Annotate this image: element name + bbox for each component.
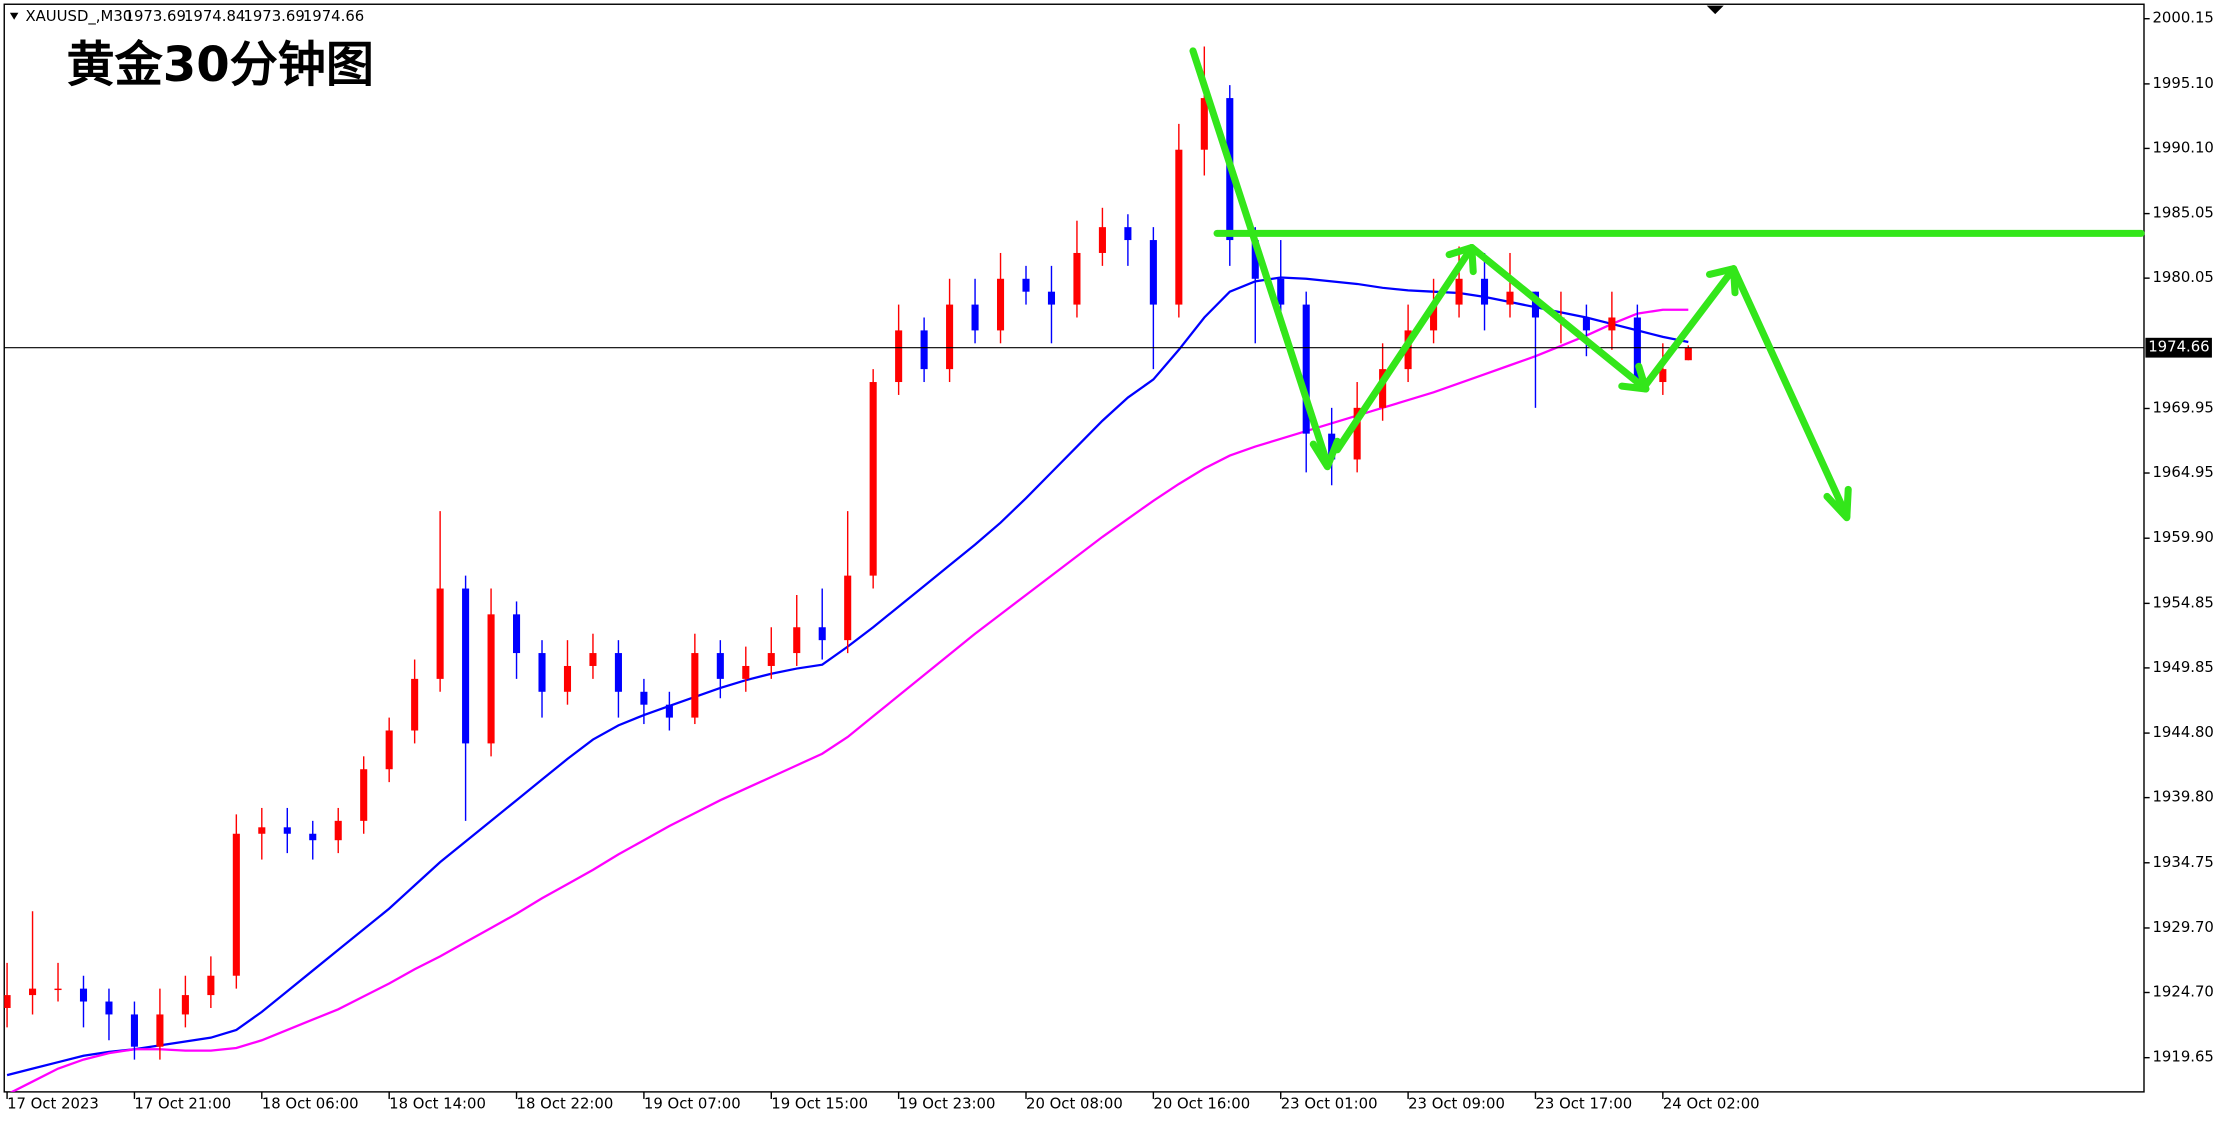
x-tick-label: 17 Oct 21:00 [134, 1095, 231, 1113]
candle-body [386, 731, 393, 770]
plot-frame [4, 4, 2144, 1092]
candle-body [360, 769, 367, 821]
x-tick-label: 24 Oct 02:00 [1663, 1095, 1760, 1113]
candle-body [488, 614, 495, 743]
y-tick-label: 1995.10 [2152, 74, 2213, 92]
y-tick-label: 1944.80 [2152, 723, 2213, 741]
candle-body [972, 305, 979, 331]
y-tick-label: 1924.70 [2152, 983, 2213, 1001]
symbol: XAUUSD_,M30 [25, 7, 132, 25]
candle-body [564, 666, 571, 692]
candle-body [105, 1002, 112, 1015]
y-tick-label: 1954.85 [2152, 593, 2213, 611]
ohlc-low: 1973.69 [243, 7, 304, 25]
y-tick-label: 2000.15 [2152, 9, 2213, 27]
candle-body [29, 989, 36, 995]
x-tick-label: 23 Oct 09:00 [1408, 1095, 1505, 1113]
x-tick-label: 19 Oct 15:00 [771, 1095, 868, 1113]
candle-body [895, 330, 902, 382]
x-tick-label: 18 Oct 22:00 [517, 1095, 614, 1113]
candle-body [666, 705, 673, 718]
header: XAUUSD_,M30 1973.69 1974.84 1973.69 1974… [10, 7, 364, 25]
candle-body [335, 821, 342, 840]
x-tick-label: 23 Oct 17:00 [1535, 1095, 1632, 1113]
candle-body [54, 989, 61, 990]
y-tick-label: 1959.90 [2152, 528, 2213, 546]
candle-body [156, 1014, 163, 1046]
x-tick-label: 23 Oct 01:00 [1281, 1095, 1378, 1113]
candle-body [1022, 279, 1029, 292]
candle-body [309, 834, 316, 840]
candle-body [921, 330, 928, 369]
candle-body [131, 1014, 138, 1046]
candle-body [1506, 292, 1513, 305]
candle-body [997, 279, 1004, 331]
y-tick-label: 1929.70 [2152, 918, 2213, 936]
candle-body [1073, 253, 1080, 305]
candle-body [589, 653, 596, 666]
candle-body [233, 834, 240, 976]
x-tick-label: 20 Oct 08:00 [1026, 1095, 1123, 1113]
candle-body [615, 653, 622, 692]
y-tick-label: 1985.05 [2152, 204, 2213, 222]
candle-body [1099, 227, 1106, 253]
candle-body [411, 679, 418, 731]
candle-body [946, 305, 953, 370]
candle-body [717, 653, 724, 679]
candle-body [207, 976, 214, 995]
x-tick-label: 17 Oct 2023 [7, 1095, 99, 1113]
candle-body [284, 827, 291, 833]
x-tick-label: 18 Oct 06:00 [262, 1095, 359, 1113]
candle-body [462, 589, 469, 744]
y-tick-label: 1939.80 [2152, 788, 2213, 806]
y-tick-label: 1964.95 [2152, 463, 2213, 481]
candle-body [258, 827, 265, 833]
candle-body [1277, 279, 1284, 305]
candle-body [1608, 317, 1615, 330]
candle-body [437, 589, 444, 679]
candle-body [793, 627, 800, 653]
candle-body [742, 666, 749, 679]
candle-body [819, 627, 826, 640]
candle-body [640, 692, 647, 705]
candle-body [1124, 227, 1131, 240]
candle-body [691, 653, 698, 718]
candle-body [80, 989, 87, 1002]
candle-body [1456, 279, 1463, 305]
candle-body [1175, 150, 1182, 305]
x-tick-label: 20 Oct 16:00 [1153, 1095, 1250, 1113]
y-tick-label: 1934.75 [2152, 853, 2213, 871]
candle-body [768, 653, 775, 666]
candle-body [1048, 292, 1055, 305]
candle-body [1201, 98, 1208, 150]
candle-body [1150, 240, 1157, 305]
candle-body [1583, 317, 1590, 330]
chart-annotation: 黄金30分钟图 [67, 37, 374, 93]
candle-body [513, 614, 520, 653]
y-tick-label: 1969.95 [2152, 398, 2213, 416]
candle-body [1481, 279, 1488, 305]
price-label: 1974.66 [2148, 338, 2209, 356]
ohlc-close: 1974.66 [303, 7, 364, 25]
ohlc-high: 1974.84 [184, 7, 245, 25]
y-tick-label: 1980.05 [2152, 268, 2213, 286]
y-tick-label: 1919.65 [2152, 1048, 2213, 1066]
candle-body [870, 382, 877, 576]
candle-body [4, 995, 11, 1008]
ohlc-open: 1973.69 [125, 7, 186, 25]
x-tick-label: 19 Oct 07:00 [644, 1095, 741, 1113]
candle-body [844, 576, 851, 641]
y-tick-label: 1990.10 [2152, 138, 2213, 156]
y-tick-label: 1949.85 [2152, 658, 2213, 676]
candle-body [1685, 348, 1692, 361]
x-tick-label: 19 Oct 23:00 [899, 1095, 996, 1113]
candle-body [538, 653, 545, 692]
candle-body [182, 995, 189, 1014]
x-tick-label: 18 Oct 14:00 [389, 1095, 486, 1113]
